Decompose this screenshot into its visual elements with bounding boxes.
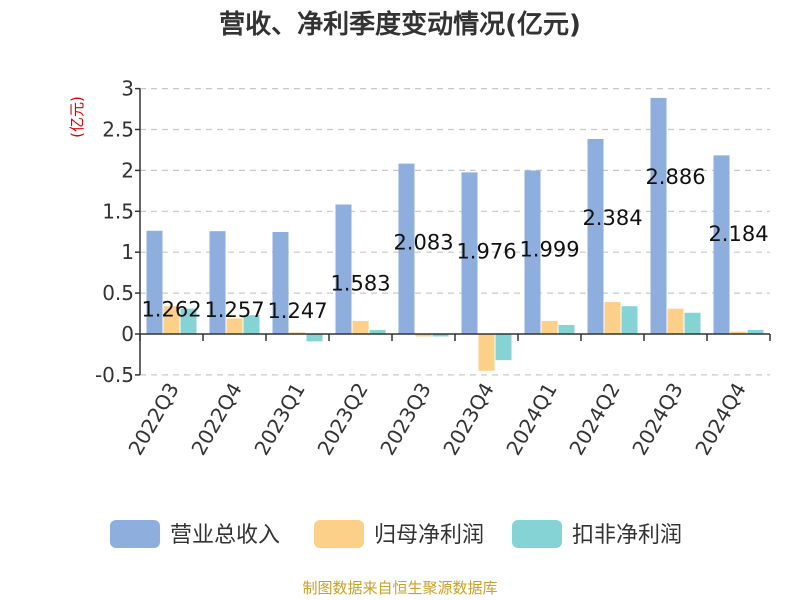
y-tick-label: 2 xyxy=(121,158,134,182)
data-label: 2.384 xyxy=(582,206,642,230)
bars xyxy=(146,97,764,371)
bar-3-2023Q4 xyxy=(495,334,512,361)
x-tick-label: 2022Q3 xyxy=(123,379,183,460)
x-tick-label: 2023Q4 xyxy=(438,379,498,460)
legend-swatch xyxy=(110,520,160,548)
legend-swatch xyxy=(314,520,364,548)
x-tick-labels: 2022Q3 2022Q4 2023Q1 2023Q2 2023Q3 2023Q4 2024… xyxy=(123,379,750,460)
bar-2-2022Q4 xyxy=(226,318,243,334)
bar-3-2023Q1 xyxy=(306,334,323,342)
y-tick-label: -0.5 xyxy=(95,363,134,387)
axes xyxy=(135,87,771,376)
bar-2-2024Q1 xyxy=(541,320,558,334)
bar-1-2024Q3 xyxy=(650,97,667,334)
x-tick-label: 2023Q2 xyxy=(312,379,372,460)
y-tick-label: 3 xyxy=(121,77,134,101)
x-tick-label: 2024Q4 xyxy=(690,379,750,460)
bar-2-2024Q4 xyxy=(730,331,747,334)
bar-2-2023Q2 xyxy=(352,320,369,334)
bar-1-2023Q3 xyxy=(398,163,415,334)
x-tick-label: 2024Q3 xyxy=(627,379,687,460)
bar-3-2024Q1 xyxy=(558,325,575,334)
data-label: 2.184 xyxy=(708,222,768,246)
bar-1-2023Q1 xyxy=(272,231,289,334)
data-label: 1.999 xyxy=(519,237,579,261)
data-label: 1.583 xyxy=(330,271,390,295)
bar-1-2022Q4 xyxy=(209,231,226,334)
bar-3-2023Q3 xyxy=(432,334,449,337)
bar-2-2023Q3 xyxy=(415,334,432,337)
bar-3-2022Q3 xyxy=(180,308,197,334)
legend-swatch xyxy=(512,520,562,548)
bar-1-2024Q4 xyxy=(713,155,730,334)
y-axis-unit: (亿元) xyxy=(68,96,86,138)
y-tick-labels: -0.5 0 0.5 1 1.5 2 2.5 3 xyxy=(95,77,134,387)
bar-3-2022Q4 xyxy=(243,315,260,334)
y-tick-label: 1 xyxy=(121,240,134,264)
data-label: 1.976 xyxy=(456,239,516,263)
bar-1-2024Q1 xyxy=(524,170,541,334)
legend-label: 扣非净利润 xyxy=(572,523,682,548)
y-tick-label: 0.5 xyxy=(102,281,134,305)
data-label: 1.247 xyxy=(267,299,327,323)
y-tick-label: 0 xyxy=(121,322,134,346)
bar-2-2024Q3 xyxy=(667,308,684,334)
x-tick-label: 2022Q4 xyxy=(186,379,246,460)
bar-3-2023Q2 xyxy=(369,329,386,334)
bar-3-2024Q2 xyxy=(621,306,638,334)
data-label: 2.886 xyxy=(645,165,705,189)
grid-lines xyxy=(140,87,770,376)
x-tick-label: 2024Q1 xyxy=(501,379,561,460)
source-note: 制图数据来自恒生聚源数据库 xyxy=(302,579,497,597)
y-tick-label: 1.5 xyxy=(102,199,134,223)
bar-2-2022Q3 xyxy=(163,306,180,334)
x-tick-label: 2023Q1 xyxy=(249,379,309,460)
bar-1-2024Q2 xyxy=(587,138,604,334)
data-label: 2.083 xyxy=(393,231,453,255)
data-label: 1.262 xyxy=(141,298,201,322)
x-tick-label: 2024Q2 xyxy=(564,379,624,460)
bar-1-2023Q4 xyxy=(461,172,478,334)
legend-label: 营业总收入 xyxy=(170,523,280,548)
y-tick-label: 2.5 xyxy=(102,118,134,142)
x-tick-label: 2023Q3 xyxy=(375,379,435,460)
bar-2-2023Q4 xyxy=(478,334,495,371)
bar-1-2022Q3 xyxy=(146,230,163,334)
bar-3-2024Q4 xyxy=(747,329,764,334)
bar-2-2023Q1 xyxy=(289,332,306,334)
data-label: 1.257 xyxy=(204,298,264,322)
chart-title: 营收、净利季度变动情况(亿元) xyxy=(219,9,581,40)
bar-2-2024Q2 xyxy=(604,302,621,334)
legend: 营业总收入 归母净利润 扣非净利润 xyxy=(110,520,682,548)
bar-1-2023Q2 xyxy=(335,204,352,334)
legend-label: 归母净利润 xyxy=(374,523,484,548)
bar-3-2024Q3 xyxy=(684,312,701,334)
